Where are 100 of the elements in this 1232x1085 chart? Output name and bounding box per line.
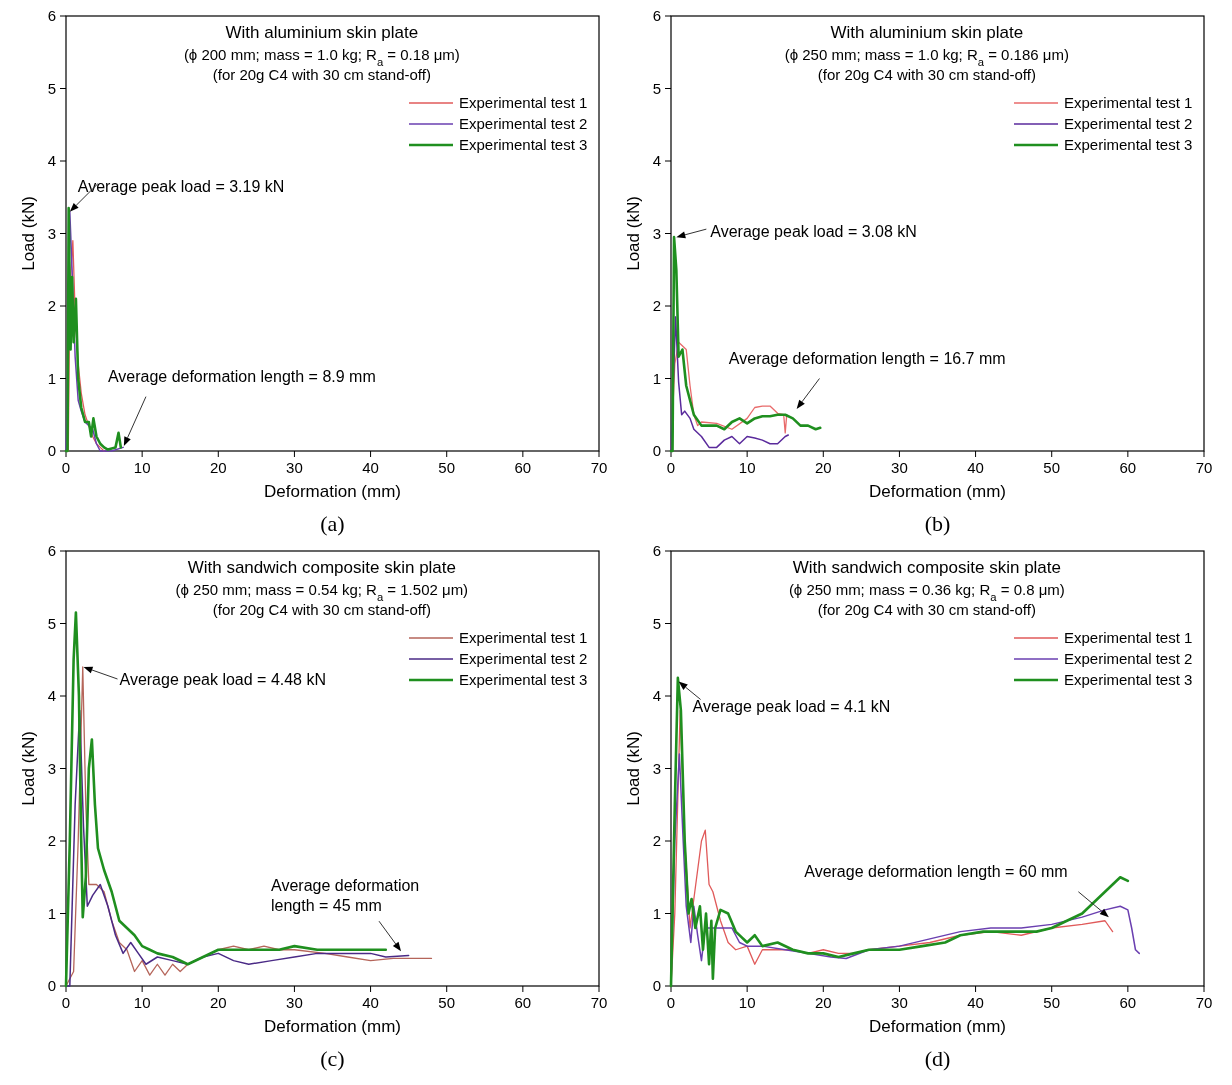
y-tick-label: 4 [652,687,661,704]
y-tick-label: 4 [652,152,661,169]
y-tick-label: 6 [47,542,56,559]
x-tick-label: 50 [438,459,456,476]
x-tick-label: 50 [438,994,456,1011]
x-tick-label: 10 [738,994,756,1011]
y-tick-label: 5 [47,614,56,632]
text: (a) [320,511,345,536]
x-tick-label: 70 [1195,459,1213,476]
y-tick-label: 6 [652,7,661,24]
x-tick-label: 10 [738,459,756,476]
x-tick-label: 30 [286,994,303,1011]
y-tick-label: 2 [652,297,661,314]
legend-label: Experimental test 2 [459,650,588,667]
x-axis-title: Deformation (mm) [264,1017,401,1036]
y-tick-label: 1 [47,904,56,922]
y-tick-label: 1 [652,369,661,387]
chart-title: With aluminium skin plate [830,23,1024,42]
y-tick-label: 5 [652,614,661,632]
y-axis-title: Load (kN) [19,196,38,271]
chart-title: With sandwich composite skin plate [792,558,1062,577]
text: (ϕ 250 mm; mass = 0.36 kg; R$_{a}$ = 0.8 μm) (for 20g C4 with 30 cm stand-off) [788,581,1065,618]
x-tick-label: 40 [967,994,984,1011]
x-tick-label: 30 [286,459,303,476]
annotation: Average deformation length = 8.9 mm [107,368,376,386]
annotation: Average peak load = 3.08 kN [710,223,917,241]
legend-label: Experimental test 1 [459,629,588,646]
legend-label: Experimental test 3 [1064,136,1193,153]
y-tick-label: 0 [47,442,56,459]
x-tick-label: 60 [1119,994,1137,1011]
y-tick-label: 0 [652,442,661,459]
legend-label: Experimental test 1 [1064,94,1193,111]
x-tick-label: 60 [514,994,532,1011]
x-tick-label: 70 [590,994,608,1011]
x-tick-label: 0 [666,459,676,476]
y-tick-label: 2 [47,832,56,849]
x-tick-label: 50 [1043,459,1061,476]
chart-title: With sandwich composite skin plate [187,558,457,577]
x-tick-label: 30 [891,459,908,476]
x-tick-label: 60 [1119,459,1137,476]
legend-label: Experimental test 3 [1064,671,1193,688]
y-tick-label: 4 [47,152,56,169]
y-axis-title: Load (kN) [624,196,643,271]
y-tick-label: 5 [652,79,661,97]
annotation: Average deformation length = 60 mm [804,863,1068,881]
x-axis-title: Deformation (mm) [869,1017,1006,1036]
legend-label: Experimental test 2 [1064,115,1193,132]
y-tick-label: 3 [652,759,661,777]
legend-label: Experimental test 3 [459,671,588,688]
x-tick-label: 40 [362,994,379,1011]
x-tick-label: 70 [1195,994,1213,1011]
y-tick-label: 2 [652,832,661,849]
legend-label: Experimental test 1 [1064,629,1193,646]
annotation: Average peak load = 4.48 kN [119,671,327,688]
y-tick-label: 4 [47,687,56,704]
legend-label: Experimental test 1 [459,94,588,111]
x-tick-label: 20 [814,459,832,476]
x-axis-title: Deformation (mm) [869,482,1006,501]
text: (ϕ 250 mm; mass = 1.0 kg; R$_{a}$ = 0.186 μm) (for 20g C4 with 30 cm stand-off) [784,46,1069,83]
text: (c) [320,1046,345,1071]
y-tick-label: 1 [652,904,661,922]
y-tick-label: 0 [47,977,56,994]
x-tick-label: 0 [61,994,71,1011]
y-axis-title: Load (kN) [624,731,643,806]
x-tick-label: 70 [590,459,608,476]
x-tick-label: 0 [666,994,676,1011]
y-tick-label: 5 [47,79,56,97]
y-tick-label: 6 [47,7,56,24]
y-axis-title: Load (kN) [19,731,38,806]
text: (ϕ 200 mm; mass = 1.0 kg; R$_{a}$ = 0.18 μm) (for 20g C4 with 30 cm stand-off) [183,46,460,83]
chart-title: With aluminium skin plate [225,23,419,42]
x-tick-label: 20 [209,459,227,476]
annotation: Average deformation length = 45 mm [271,877,420,915]
x-tick-label: 40 [967,459,984,476]
text: (b) [924,511,951,536]
annotation: Average peak load = 4.1 kN [692,697,891,715]
annotation: Average deformation length = 16.7 mm [728,350,1006,367]
legend-label: Experimental test 3 [459,136,588,153]
y-tick-label: 2 [47,297,56,314]
x-tick-label: 20 [209,994,227,1011]
y-tick-label: 1 [47,369,56,387]
x-tick-label: 20 [814,994,832,1011]
x-tick-label: 60 [514,459,532,476]
y-tick-label: 3 [47,759,56,777]
x-tick-label: 0 [61,459,71,476]
y-tick-label: 3 [47,224,56,242]
x-tick-label: 50 [1043,994,1061,1011]
text: (ϕ 250 mm; mass = 0.54 kg; R$_{a}$ = 1.502 μm) (for 20g C4 with 30 cm stand-off) [175,581,469,618]
text: (d) [924,1046,951,1071]
x-tick-label: 30 [891,994,908,1011]
legend-label: Experimental test 2 [1064,650,1193,667]
x-tick-label: 10 [133,459,151,476]
x-tick-label: 10 [133,994,151,1011]
y-tick-label: 3 [652,224,661,242]
x-tick-label: 40 [362,459,379,476]
annotation: Average peak load = 3.19 kN [77,177,285,195]
y-tick-label: 0 [652,977,661,994]
legend-label: Experimental test 2 [459,115,588,132]
x-axis-title: Deformation (mm) [264,482,401,501]
y-tick-label: 6 [652,542,661,559]
